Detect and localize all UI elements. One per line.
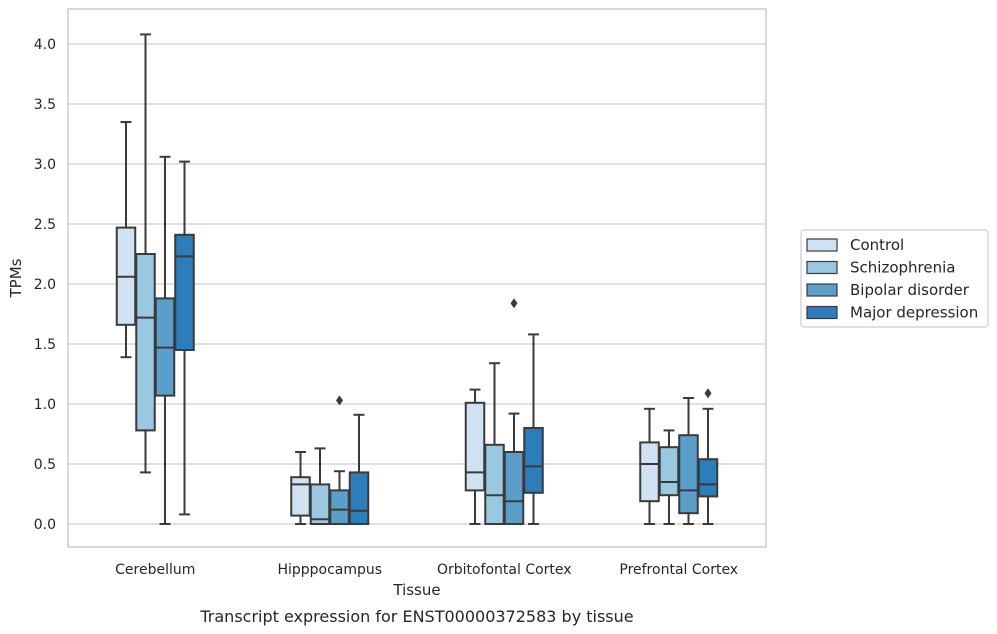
- legend-label: Major depression: [850, 304, 978, 322]
- box-bipolar-disorder: [154, 155, 176, 525]
- y-tick-label: 1.5: [34, 337, 56, 353]
- outlier-point: [704, 388, 712, 399]
- legend-swatch: [806, 283, 838, 297]
- box-layer: [115, 33, 719, 525]
- y-axis-title: TPMs: [7, 258, 25, 298]
- x-axis-title: Tissue: [392, 581, 440, 599]
- legend-label: Control: [850, 236, 904, 254]
- chart-caption: Transcript expression for ENST0000037258…: [199, 607, 633, 626]
- legend-frame: [800, 229, 989, 328]
- legend-swatch: [806, 238, 838, 252]
- outlier-point: [336, 395, 343, 406]
- box-control: [115, 121, 137, 359]
- box-iqr: [484, 443, 505, 525]
- box-iqr: [348, 471, 370, 525]
- y-tick-label: 0.5: [34, 457, 56, 473]
- y-tick-label: 0.0: [34, 517, 56, 533]
- box-major-depression: [174, 160, 195, 516]
- box-major-depression: [348, 413, 370, 525]
- box-iqr: [464, 401, 486, 492]
- box-iqr: [503, 451, 525, 525]
- box-schizophrenia: [135, 33, 156, 474]
- box-iqr: [639, 441, 660, 503]
- box-iqr: [290, 476, 311, 517]
- legend-swatch: [806, 260, 838, 275]
- box-bipolar-disorder: [329, 395, 350, 525]
- box-iqr: [697, 458, 719, 498]
- box-iqr: [174, 233, 195, 351]
- outlier-point: [510, 298, 518, 309]
- box-iqr: [135, 253, 156, 432]
- box-iqr: [523, 427, 544, 494]
- y-tick-label: 3.0: [34, 157, 56, 173]
- plot-frame: [67, 8, 767, 548]
- x-tick-label: Prefrontal Cortex: [619, 562, 738, 578]
- box-control: [290, 451, 311, 525]
- box-control: [639, 407, 660, 525]
- x-tick-label: Orbitofontal Cortex: [437, 562, 572, 578]
- y-tick-label: 4.0: [34, 37, 56, 53]
- y-tick-label: 1.0: [34, 397, 56, 413]
- y-tick-labels: 0.0 0.5 1.0 1.5 2.0 2.5 3.0 3.5 4.0: [34, 37, 56, 533]
- y-tick-label: 2.5: [34, 217, 56, 233]
- box-bipolar-disorder: [678, 397, 699, 525]
- y-tick-label: 2.0: [34, 277, 56, 293]
- box-control: [464, 388, 486, 525]
- box-schizophrenia: [658, 429, 680, 525]
- box-iqr: [678, 434, 699, 515]
- x-tick-label: Hipppocampus: [277, 562, 382, 578]
- x-tick-label: Cerebellum: [115, 562, 195, 578]
- box-major-depression: [523, 333, 544, 525]
- legend: Control Schizophrenia Bipolar disorder Majo…: [800, 229, 989, 328]
- legend-swatch: [806, 305, 838, 320]
- box-iqr: [309, 483, 331, 525]
- box-major-depression: [697, 388, 719, 525]
- legend-label: Bipolar disorder: [850, 281, 970, 299]
- box-bipolar-disorder: [503, 298, 525, 525]
- box-schizophrenia: [484, 362, 505, 525]
- box-iqr: [329, 489, 350, 525]
- legend-label: Schizophrenia: [850, 259, 955, 277]
- x-tick-labels: Cerebellum Hipppocampus Orbitofontal Corte…: [115, 562, 738, 578]
- y-tick-label: 3.5: [34, 97, 56, 113]
- box-schizophrenia: [309, 447, 331, 525]
- box-iqr: [658, 446, 680, 497]
